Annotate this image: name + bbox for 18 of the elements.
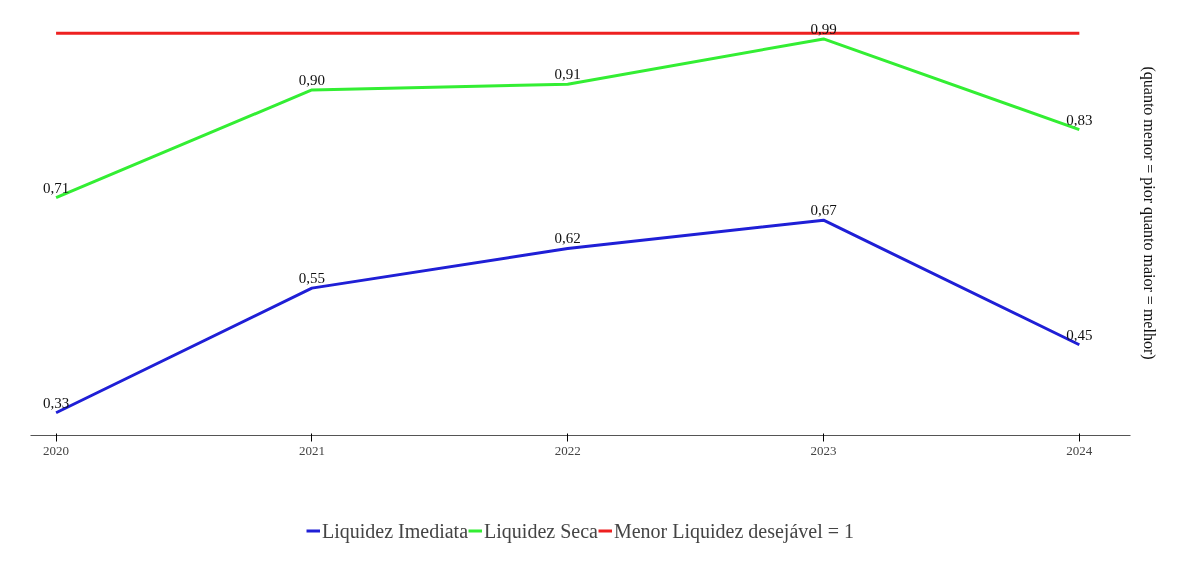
x-tick-label: 2020 bbox=[43, 442, 70, 458]
data-label: 0,90 bbox=[298, 71, 326, 88]
data-label: 0,71 bbox=[42, 179, 70, 196]
data-label: 0,55 bbox=[298, 270, 326, 287]
data-label: 0,91 bbox=[554, 66, 581, 83]
legend-label: Liquidez Seca bbox=[484, 519, 598, 543]
x-tick-label: 2023 bbox=[810, 442, 837, 458]
legend-label: Liquidez Imediata bbox=[322, 519, 469, 543]
data-label: 0,67 bbox=[810, 202, 838, 219]
x-tick-label: 2021 bbox=[298, 442, 325, 458]
legend-label: Menor Liquidez desejável = 1 bbox=[613, 519, 854, 543]
annotation: (quanto menor = pior quanto maior = melhor) bbox=[1139, 66, 1158, 360]
data-label: 0,83 bbox=[1066, 111, 1093, 128]
data-label: 0,45 bbox=[1066, 326, 1093, 343]
data-label: 0,62 bbox=[554, 230, 581, 247]
data-label: 0,33 bbox=[42, 394, 70, 411]
x-tick-label: 2022 bbox=[554, 442, 581, 458]
x-tick-label: 2024 bbox=[1066, 442, 1093, 458]
